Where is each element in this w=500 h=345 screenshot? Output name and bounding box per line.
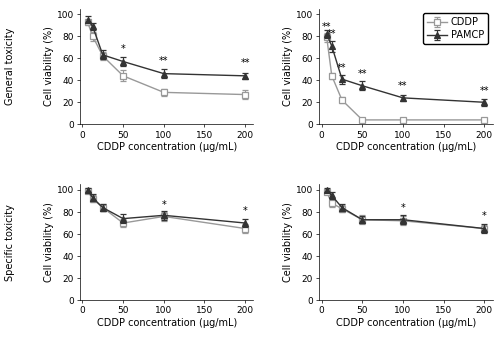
Text: **: ** [337, 62, 346, 72]
Text: **: ** [322, 22, 332, 32]
Text: **: ** [398, 81, 407, 91]
X-axis label: CDDP concentration (µg/mL): CDDP concentration (µg/mL) [336, 318, 476, 328]
X-axis label: CDDP concentration (µg/mL): CDDP concentration (µg/mL) [96, 318, 237, 328]
X-axis label: CDDP concentration (µg/mL): CDDP concentration (µg/mL) [336, 142, 476, 152]
Text: **: ** [358, 69, 367, 79]
Y-axis label: Cell viability (%): Cell viability (%) [44, 27, 54, 106]
Text: *: * [243, 206, 248, 216]
Text: *: * [162, 200, 166, 210]
Text: *: * [400, 203, 406, 213]
Text: **: ** [240, 58, 250, 68]
Y-axis label: Cell viability (%): Cell viability (%) [283, 27, 293, 106]
Text: *: * [482, 211, 486, 221]
Y-axis label: Cell viability (%): Cell viability (%) [44, 203, 54, 282]
Text: **: ** [327, 29, 336, 39]
Text: **: ** [159, 56, 168, 66]
Text: **: ** [480, 86, 489, 96]
Text: Specific toxicity: Specific toxicity [5, 204, 15, 281]
Y-axis label: Cell viability (%): Cell viability (%) [283, 203, 293, 282]
Text: *: * [121, 44, 126, 54]
Text: General toxicity: General toxicity [5, 28, 15, 105]
Legend: CDDP, PAMCP: CDDP, PAMCP [424, 13, 488, 44]
X-axis label: CDDP concentration (µg/mL): CDDP concentration (µg/mL) [96, 142, 237, 152]
